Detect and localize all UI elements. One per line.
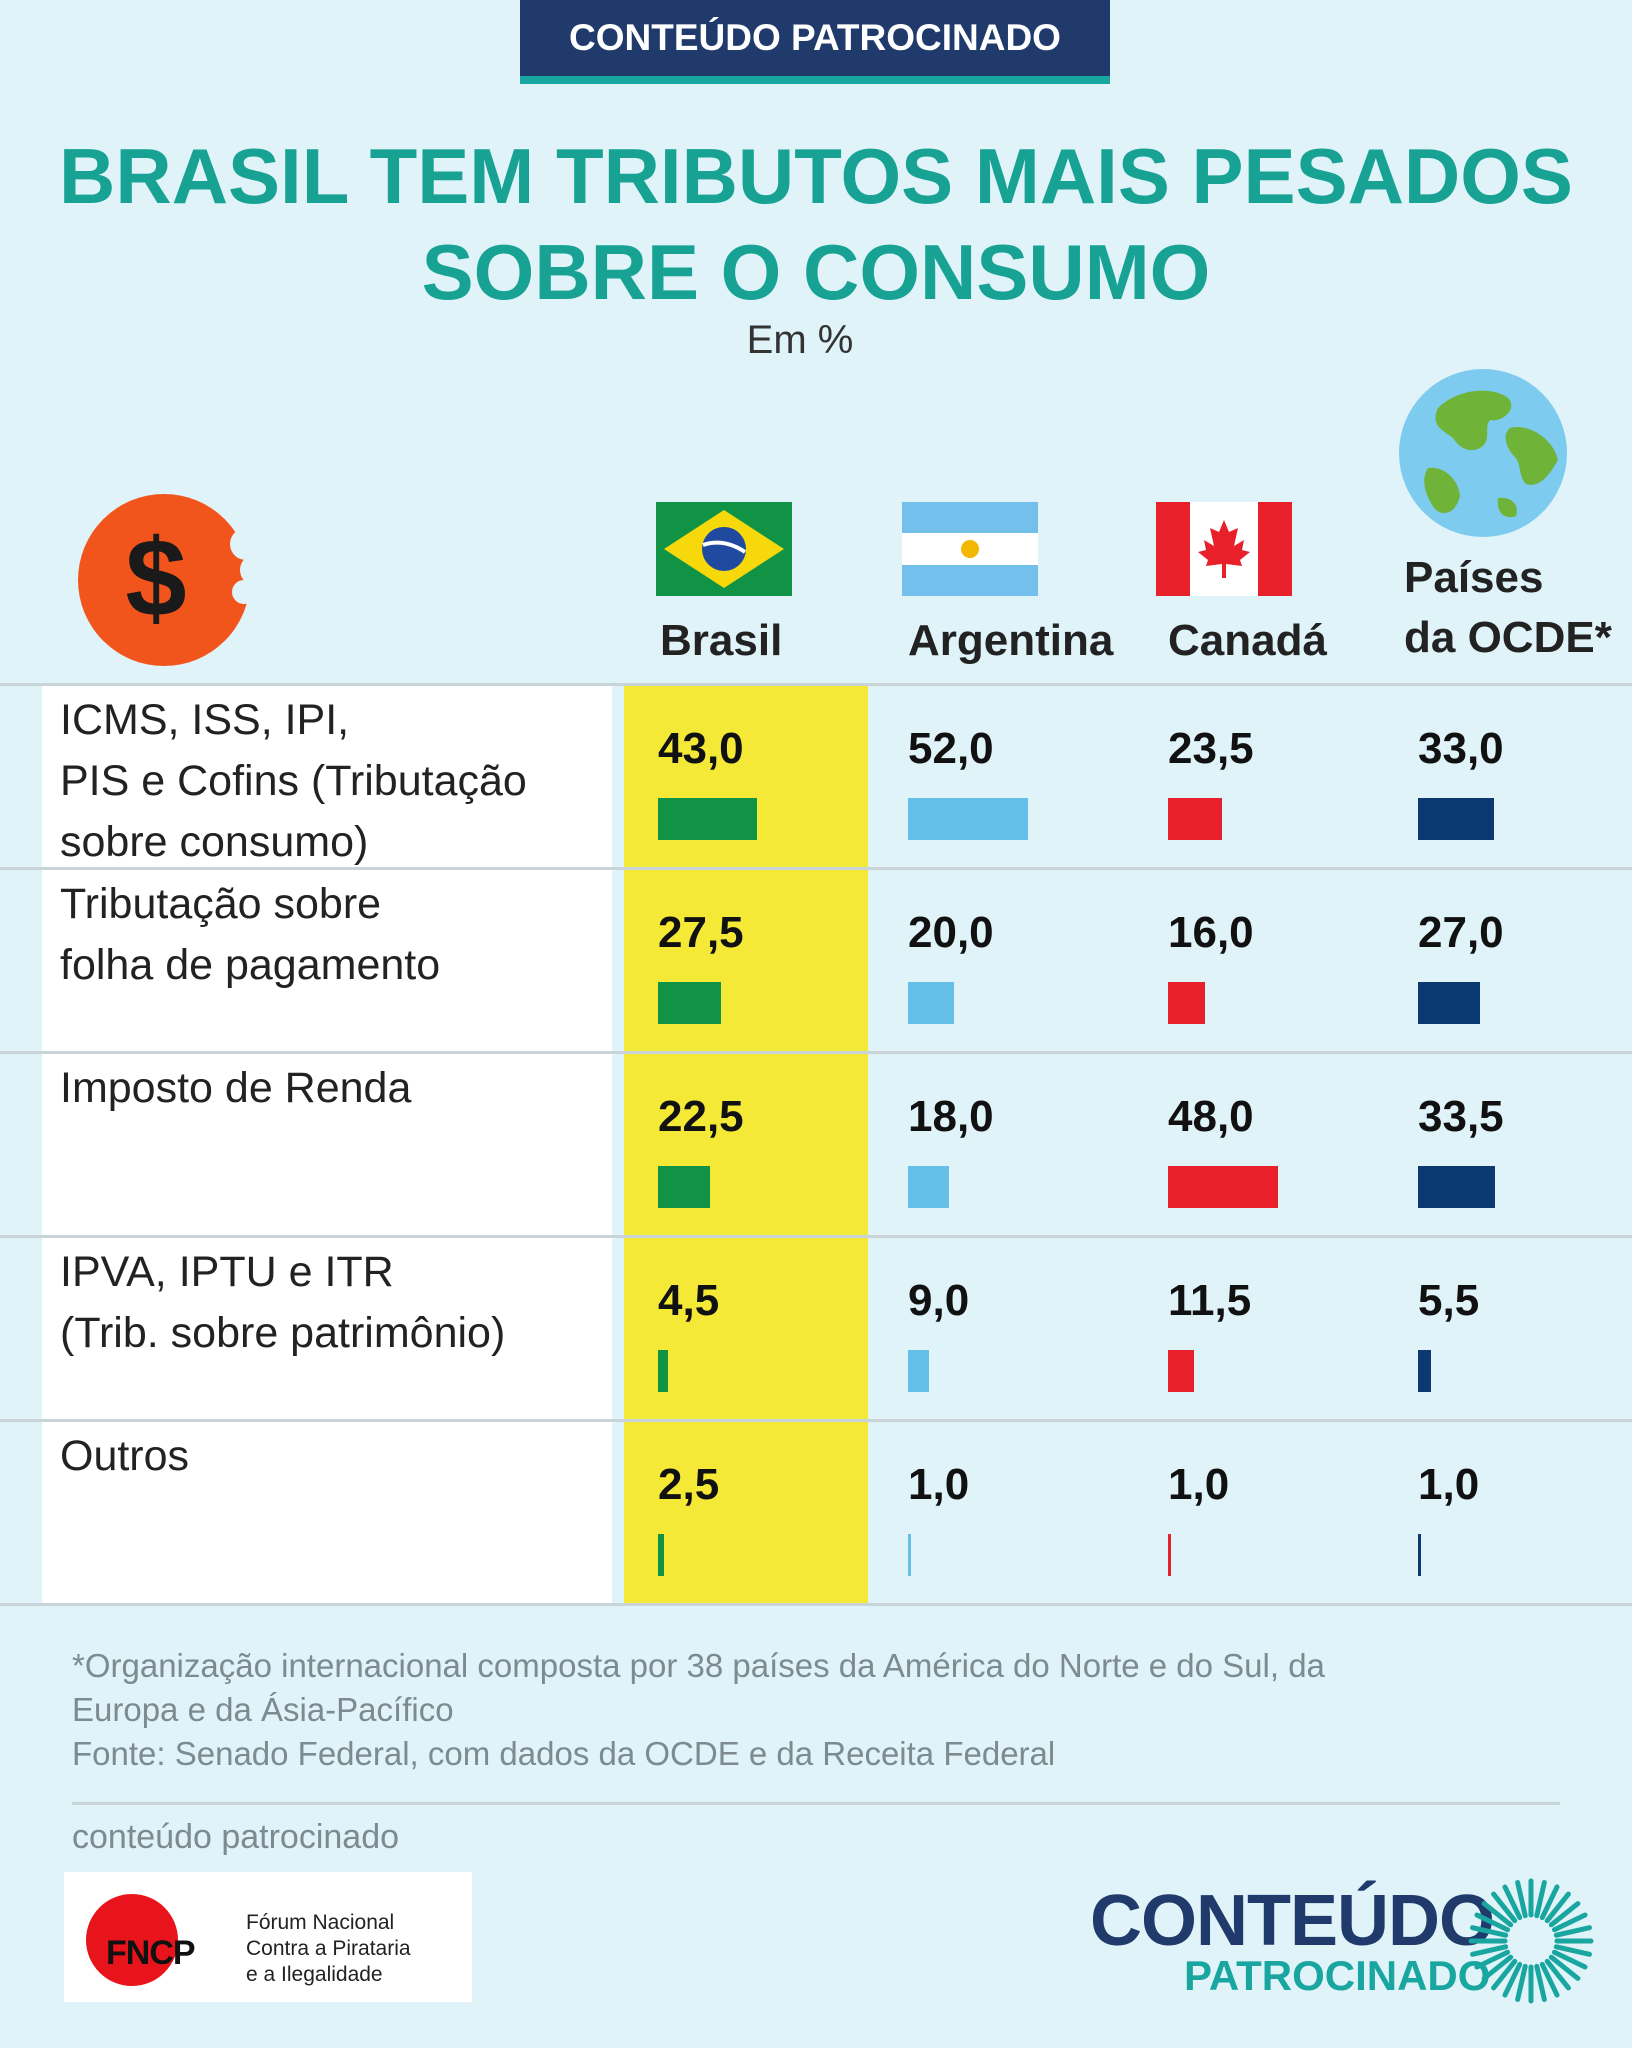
page-title: BRASIL TEM TRIBUTOS MAIS PESADOS SOBRE O… [0, 128, 1632, 320]
fncp-line-3: e a Ilegalidade [246, 1963, 383, 1986]
bar-ocde [1418, 798, 1494, 840]
brazil-flag-icon [656, 502, 792, 596]
value-label-argentina: 1,0 [908, 1460, 970, 1509]
bar-argentina [908, 1166, 950, 1208]
value-label-brasil: 2,5 [658, 1460, 720, 1509]
row-label-line: sobre consumo) [60, 818, 369, 866]
value-label-canada: 48,0 [1168, 1092, 1254, 1141]
svg-text:$: $ [125, 517, 186, 640]
value-label-canada: 23,5 [1168, 724, 1254, 773]
value-label-brasil: 4,5 [658, 1276, 720, 1325]
row-label-line: PIS e Cofins (Tributação [60, 757, 527, 805]
row-label-line: folha de pagamento [60, 941, 441, 989]
column-ocde-line-2: da OCDE* [1404, 613, 1612, 662]
row-label-line: (Trib. sobre patrimônio) [60, 1309, 506, 1357]
earth-globe-icon [1399, 369, 1567, 537]
bar-argentina [908, 982, 954, 1024]
column-canada: Canadá [1168, 616, 1327, 665]
bar-ocde [1418, 1350, 1431, 1392]
fncp-line-1: Fórum Nacional [246, 1911, 395, 1934]
value-label-ocde: 33,0 [1418, 724, 1504, 773]
row-divider [0, 1051, 1632, 1054]
row-label-column [42, 684, 612, 1604]
bar-brasil [658, 1534, 664, 1576]
footer-divider [72, 1802, 1560, 1805]
value-label-ocde: 5,5 [1418, 1276, 1480, 1325]
bar-argentina [908, 1350, 929, 1392]
bar-canada [1168, 982, 1205, 1024]
row-label: Imposto de Renda [60, 1058, 411, 1119]
bar-canada [1168, 798, 1223, 840]
fncp-red-circle [86, 1894, 178, 1986]
column-ocde: Países da OCDE* [1404, 548, 1612, 668]
value-label-argentina: 52,0 [908, 724, 994, 773]
fncp-logo: FNCP Fórum Nacional Contra a Pirataria e… [64, 1872, 472, 2002]
value-label-argentina: 9,0 [908, 1276, 970, 1325]
bar-brasil [658, 798, 757, 840]
chart-subtitle: Em % [746, 318, 854, 362]
column-brasil: Brasil [660, 616, 783, 665]
row-divider [0, 683, 1632, 686]
value-label-canada: 16,0 [1168, 908, 1254, 957]
logo-word-1: CONTEÚDO [1090, 1881, 1495, 1961]
fncp-line-2: Contra a Pirataria [246, 1937, 411, 1960]
fncp-full-name: Fórum Nacional Contra a Pirataria e a Il… [246, 1910, 411, 1988]
bar-ocde [1418, 1534, 1421, 1576]
logo-word-2: PATROCINADO [1184, 1952, 1491, 1999]
row-divider [0, 1603, 1632, 1606]
title-line-1: BRASIL TEM TRIBUTOS MAIS PESADOS [59, 132, 1573, 220]
value-label-argentina: 20,0 [908, 908, 994, 957]
bar-brasil [658, 1350, 669, 1392]
value-label-argentina: 18,0 [908, 1092, 994, 1141]
sponsored-banner: CONTEÚDO PATROCINADO [520, 0, 1110, 84]
sponsor-label: conteúdo patrocinado [72, 1818, 400, 1856]
value-label-ocde: 33,5 [1418, 1092, 1504, 1141]
source-line: Fonte: Senado Federal, com dados da OCDE… [72, 1735, 1056, 1772]
row-label-line: ICMS, ISS, IPI, [60, 696, 350, 744]
row-label: Tributação sobre folha de pagamento [60, 874, 440, 996]
row-label: Outros [60, 1426, 189, 1487]
value-label-ocde: 27,0 [1418, 908, 1504, 957]
bar-argentina [908, 1534, 911, 1576]
footnote-line-2: Europa e da Ásia-Pacífico [72, 1691, 454, 1728]
row-label-line: IPVA, IPTU e ITR [60, 1248, 394, 1296]
row-label: IPVA, IPTU e ITR (Trib. sobre patrimônio) [60, 1242, 505, 1364]
bar-canada [1168, 1350, 1195, 1392]
argentina-flag-icon [902, 502, 1038, 596]
bitten-dollar-coin-icon: $ [78, 494, 250, 666]
row-divider [0, 1235, 1632, 1238]
row-divider [0, 1419, 1632, 1422]
canada-flag-icon [1156, 502, 1292, 596]
bar-ocde [1418, 1166, 1496, 1208]
bar-canada [1168, 1166, 1279, 1208]
value-label-brasil: 27,5 [658, 908, 744, 957]
bar-ocde [1418, 982, 1481, 1024]
value-label-ocde: 1,0 [1418, 1460, 1480, 1509]
row-divider [0, 867, 1632, 870]
title-line-2: SOBRE O CONSUMO [421, 228, 1211, 316]
conteudo-patrocinado-logo: CONTEÚDO PATROCINADO [1090, 1878, 1594, 2010]
value-label-canada: 1,0 [1168, 1460, 1230, 1509]
column-ocde-line-1: Países [1404, 553, 1544, 602]
row-label-line: Outros [60, 1432, 190, 1480]
value-label-brasil: 43,0 [658, 724, 744, 773]
value-label-canada: 11,5 [1168, 1276, 1252, 1325]
footnote: *Organização internacional composta por … [72, 1644, 1572, 1776]
footnote-line-1: *Organização internacional composta por … [72, 1647, 1325, 1684]
row-label: ICMS, ISS, IPI, PIS e Cofins (Tributação s… [60, 690, 527, 873]
bar-canada [1168, 1534, 1171, 1576]
fncp-acronym: FNCP [106, 1934, 196, 1972]
value-label-brasil: 22,5 [658, 1092, 744, 1141]
row-label-line: Tributação sobre [60, 880, 382, 928]
bar-brasil [658, 1166, 710, 1208]
bar-brasil [658, 982, 722, 1024]
row-label-line: Imposto de Renda [60, 1064, 412, 1112]
column-argentina: Argentina [908, 616, 1114, 665]
sunburst-ring-icon [1468, 1878, 1594, 2004]
bar-argentina [908, 798, 1028, 840]
